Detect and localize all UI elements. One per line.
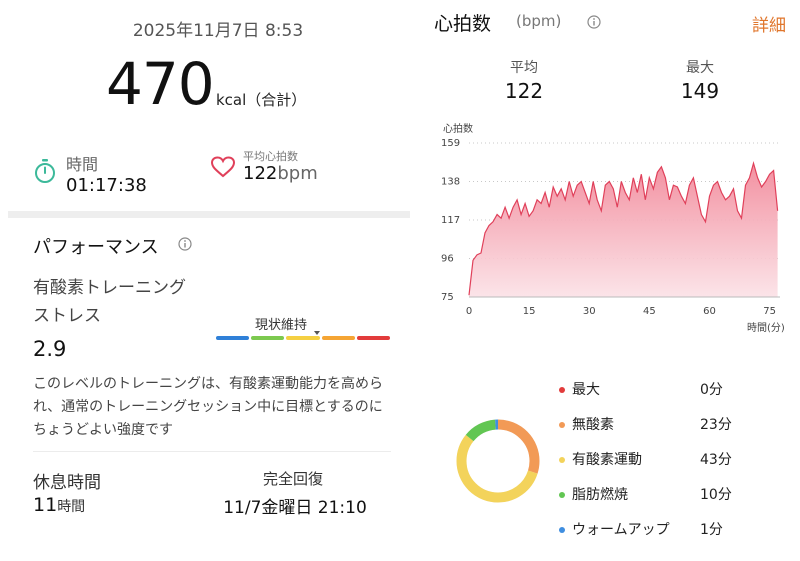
- x-tick-label: 45: [643, 306, 656, 317]
- max-label: 最大: [686, 60, 714, 76]
- avg-label: 平均: [510, 60, 538, 76]
- zone-dot: [559, 527, 565, 533]
- heart-rate-area: [469, 163, 778, 297]
- max-value: 149: [680, 79, 720, 103]
- x-tick-label: 15: [523, 306, 536, 317]
- stress-scale-segment: [286, 336, 320, 340]
- zone-label: ウォームアップ: [572, 522, 670, 538]
- stress-scale-segment: [356, 336, 390, 340]
- stress-scale-segment: [321, 336, 355, 340]
- chart-xlabel: 時間(分): [747, 323, 785, 334]
- rest-time-value: 11: [33, 494, 58, 516]
- avg-hr-value: 122: [243, 163, 278, 184]
- aerobic-stress-label-2: ストレス: [33, 306, 101, 326]
- performance-title: パフォーマンス: [33, 237, 159, 258]
- zone-value: 10分: [700, 487, 732, 503]
- zone-value: 1分: [700, 522, 723, 538]
- full-recovery-value: 11/7金曜日 21:10: [223, 498, 367, 518]
- state-marker: [313, 331, 320, 335]
- heart-rate-unit: (bpm): [516, 12, 562, 30]
- zone-value: 0分: [700, 382, 723, 398]
- rest-time-label: 休息時間: [33, 473, 101, 493]
- heart-rate-title: 心拍数: [434, 13, 492, 35]
- avg-value: 122: [504, 79, 544, 103]
- calories-value: 470: [106, 50, 215, 118]
- workout-datetime: 2025年11月7日 8:53: [132, 21, 304, 41]
- rest-time-unit: 時間: [57, 499, 86, 515]
- heart-rate-line: [468, 160, 779, 296]
- stopwatch-icon: [33, 158, 57, 188]
- duration-value: 01:17:38: [66, 175, 147, 196]
- heart-rate-chart: 159 138 117 96 75 0 15 30 45 60 75: [441, 138, 780, 317]
- y-tick-label: 117: [441, 215, 460, 226]
- aerobic-stress-value: 2.9: [33, 337, 67, 361]
- y-tick-label: 75: [441, 292, 454, 303]
- x-tick-label: 60: [703, 306, 716, 317]
- x-tick-label: 75: [763, 306, 776, 317]
- full-recovery-label: 完全回復: [262, 470, 323, 488]
- zone-dot: [559, 457, 565, 463]
- zone-label: 無酸素: [572, 417, 614, 433]
- zone-label: 最大: [572, 382, 600, 398]
- avg-hr-label: 平均心拍数: [243, 150, 298, 163]
- stress-scale-segment: [216, 336, 250, 340]
- donut-segment: [456, 419, 540, 503]
- zone-dot: [559, 492, 565, 498]
- section-divider: [8, 211, 410, 218]
- y-tick-label: 159: [441, 138, 460, 149]
- stress-scale-segment: [251, 336, 285, 340]
- zone-label: 脂肪燃焼: [572, 487, 628, 503]
- hr-info-icon[interactable]: [587, 14, 601, 33]
- performance-description: このレベルのトレーニングは、有酸素運動能力を高められ、通常のトレーニングセッショ…: [33, 376, 383, 438]
- calories-unit: kcal（合計）: [216, 91, 307, 109]
- zone-value: 23分: [700, 417, 732, 433]
- duration-label: 時間: [66, 155, 99, 174]
- stress-scale: [216, 336, 390, 340]
- donut-segment: [456, 419, 540, 503]
- zone-value: 43分: [700, 452, 732, 468]
- zone-dot: [559, 387, 565, 393]
- recovery-divider: [33, 451, 391, 452]
- detail-link[interactable]: 詳細: [752, 16, 786, 36]
- x-tick-label: 0: [466, 306, 472, 317]
- y-tick-label: 138: [441, 177, 460, 188]
- zone-donut-chart: [456, 419, 540, 503]
- state-label: 現状維持: [255, 318, 308, 333]
- avg-hr-unit: bpm: [277, 163, 318, 184]
- aerobic-stress-label-1: 有酸素トレーニング: [33, 278, 186, 298]
- info-icon[interactable]: [178, 236, 192, 255]
- y-tick-label: 96: [441, 254, 454, 265]
- heart-icon: [210, 155, 236, 183]
- zone-label: 有酸素運動: [572, 452, 642, 468]
- zone-dot: [559, 422, 565, 428]
- x-tick-label: 30: [583, 306, 596, 317]
- chart-ylabel: 心拍数: [443, 124, 473, 135]
